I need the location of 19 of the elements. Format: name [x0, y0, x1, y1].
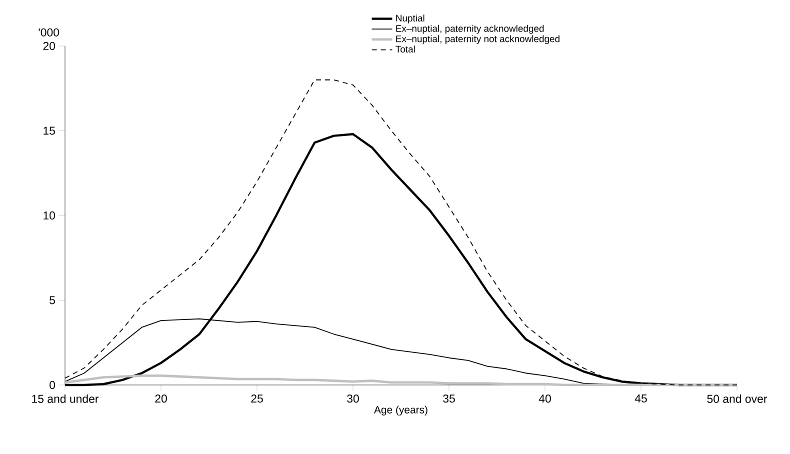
- x-tick-label: 15 and under: [32, 394, 99, 403]
- y-tick-label: 20: [43, 42, 56, 50]
- x-tick-label: 20: [155, 394, 167, 403]
- y-axis-title: '000: [38, 28, 60, 36]
- x-axis-title: Age (years): [374, 406, 428, 416]
- y-tick-label: 0: [50, 380, 56, 390]
- legend-label: Total: [396, 46, 415, 53]
- x-tick-label: 35: [443, 394, 455, 403]
- x-tick-label: 40: [538, 394, 551, 403]
- y-tick-label: 5: [50, 296, 56, 304]
- x-tick-label: 50 and over: [707, 394, 768, 403]
- legend-label: Ex–nuptial, paternity not acknowledged: [396, 35, 560, 44]
- x-tick-label: 25: [251, 394, 263, 403]
- y-tick-label: 15: [44, 126, 56, 135]
- x-tick-label: 30: [347, 394, 359, 403]
- legend-label: Ex–nuptial, paternity acknowledged: [396, 24, 544, 34]
- x-tick-label: 45: [634, 394, 647, 402]
- legend-label: Nuptial: [396, 14, 424, 24]
- y-tick-label: 10: [44, 211, 56, 220]
